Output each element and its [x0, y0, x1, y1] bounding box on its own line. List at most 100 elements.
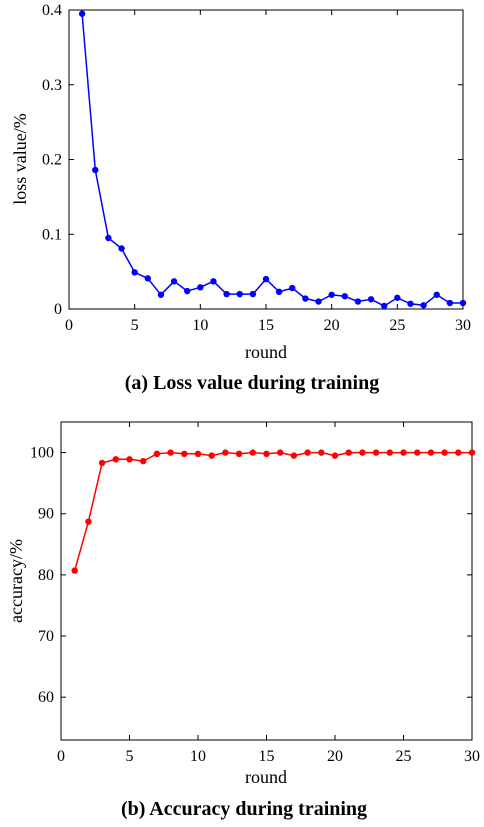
data-point: [249, 449, 256, 456]
data-point: [407, 300, 414, 307]
chart-a-points: [78, 10, 467, 310]
data-point: [112, 456, 120, 463]
x-tick-label: 30: [455, 317, 471, 334]
y-tick-label: 60: [38, 689, 54, 706]
data-point: [118, 245, 125, 252]
x-tick-label: 10: [192, 317, 208, 334]
data-point: [184, 287, 191, 295]
data-point: [126, 456, 133, 463]
data-point: [140, 457, 147, 465]
chart-a-x-axis-label: round: [245, 342, 287, 362]
chart-a-y-tick-labels: 0 0.1 0.2 0.3 0.4: [42, 2, 62, 318]
data-point: [249, 290, 257, 298]
data-point: [367, 296, 375, 303]
chart-a-plot-area: [68, 9, 464, 310]
data-point: [167, 449, 174, 456]
x-tick-label: 25: [389, 317, 405, 334]
x-tick-label: 25: [396, 748, 412, 765]
data-point: [92, 166, 99, 174]
data-point: [194, 450, 202, 457]
data-point: [441, 449, 448, 456]
y-tick-label: 0: [54, 301, 62, 318]
y-tick-label: 100: [30, 445, 54, 462]
data-point: [263, 450, 270, 457]
data-point: [414, 449, 421, 456]
data-point: [302, 295, 309, 302]
y-tick-label: 0.4: [42, 2, 62, 19]
chart-a-series-line: [81, 13, 463, 307]
data-point: [197, 284, 204, 291]
y-tick-label: 80: [38, 567, 54, 584]
y-tick-label: 70: [38, 628, 54, 645]
chart-b-ticks: [60, 422, 473, 740]
chart-a-x-tick-labels: 0 5 10 15 20 25 30: [65, 317, 471, 334]
data-point: [427, 449, 435, 456]
x-tick-label: 15: [259, 748, 275, 765]
data-point: [236, 290, 243, 298]
x-tick-label: 20: [327, 748, 343, 765]
chart-a-ticks: [68, 9, 464, 310]
data-point: [468, 449, 476, 456]
y-tick-label: 0.3: [42, 77, 62, 94]
data-point: [277, 449, 284, 456]
data-point: [210, 278, 217, 285]
data-point: [354, 298, 362, 305]
x-tick-label: 0: [57, 748, 65, 765]
data-point: [275, 288, 283, 296]
data-point: [304, 449, 311, 456]
chart-b-caption: (b) Accuracy during training: [121, 798, 367, 820]
data-point: [328, 291, 335, 298]
data-point: [359, 449, 366, 456]
x-tick-label: 10: [190, 748, 206, 765]
data-point: [222, 449, 229, 456]
chart-a-y-axis-label: loss value/%: [10, 113, 30, 205]
data-point: [331, 452, 339, 459]
data-point: [181, 450, 188, 457]
x-tick-label: 0: [65, 317, 73, 334]
chart-b-series-line: [73, 451, 472, 571]
data-point: [105, 234, 112, 242]
data-point: [455, 449, 462, 456]
y-tick-label: 90: [38, 506, 54, 523]
data-point: [131, 269, 138, 276]
data-point: [262, 275, 270, 283]
data-point: [78, 10, 86, 17]
chart-b-plot-area: [60, 421, 473, 741]
data-point: [223, 290, 230, 298]
data-point: [208, 452, 215, 459]
data-point: [170, 278, 178, 285]
data-point: [433, 291, 440, 298]
data-point: [153, 450, 161, 457]
data-point: [341, 293, 348, 300]
data-point: [345, 449, 352, 456]
y-tick-label: 0.2: [42, 152, 62, 169]
data-point: [386, 449, 393, 456]
data-point: [372, 449, 380, 456]
x-tick-label: 30: [464, 748, 480, 765]
data-point: [446, 299, 454, 307]
data-point: [394, 294, 401, 301]
chart-b-y-axis-label: accuracy/%: [6, 539, 26, 623]
data-point: [290, 452, 298, 459]
data-point: [400, 449, 407, 456]
data-point: [289, 284, 296, 292]
chart-b-x-tick-labels: 0 5 10 15 20 25 30: [57, 748, 480, 765]
chart-b: 0 5 10 15 20 25 30 60 70 80 90 100 round accuracy/…: [6, 421, 480, 820]
chart-a: 0 5 10 15 20 25 30 0 0.1 0.2 0.3 0.4 round loss va…: [10, 2, 471, 394]
chart-b-y-tick-labels: 60 70 80 90 100: [30, 445, 54, 707]
data-point: [71, 567, 78, 574]
x-tick-label: 15: [258, 317, 274, 334]
chart-b-x-axis-label: round: [245, 767, 287, 787]
chart-b-points: [71, 449, 476, 574]
chart-a-caption: (a) Loss value during training: [125, 372, 379, 394]
data-point: [318, 449, 325, 456]
y-tick-label: 0.1: [42, 226, 62, 243]
data-point: [420, 302, 427, 309]
data-point: [459, 299, 467, 307]
data-point: [381, 302, 388, 310]
x-tick-label: 5: [131, 317, 139, 334]
data-point: [157, 291, 165, 298]
x-tick-label: 5: [126, 748, 134, 765]
data-point: [98, 459, 106, 467]
